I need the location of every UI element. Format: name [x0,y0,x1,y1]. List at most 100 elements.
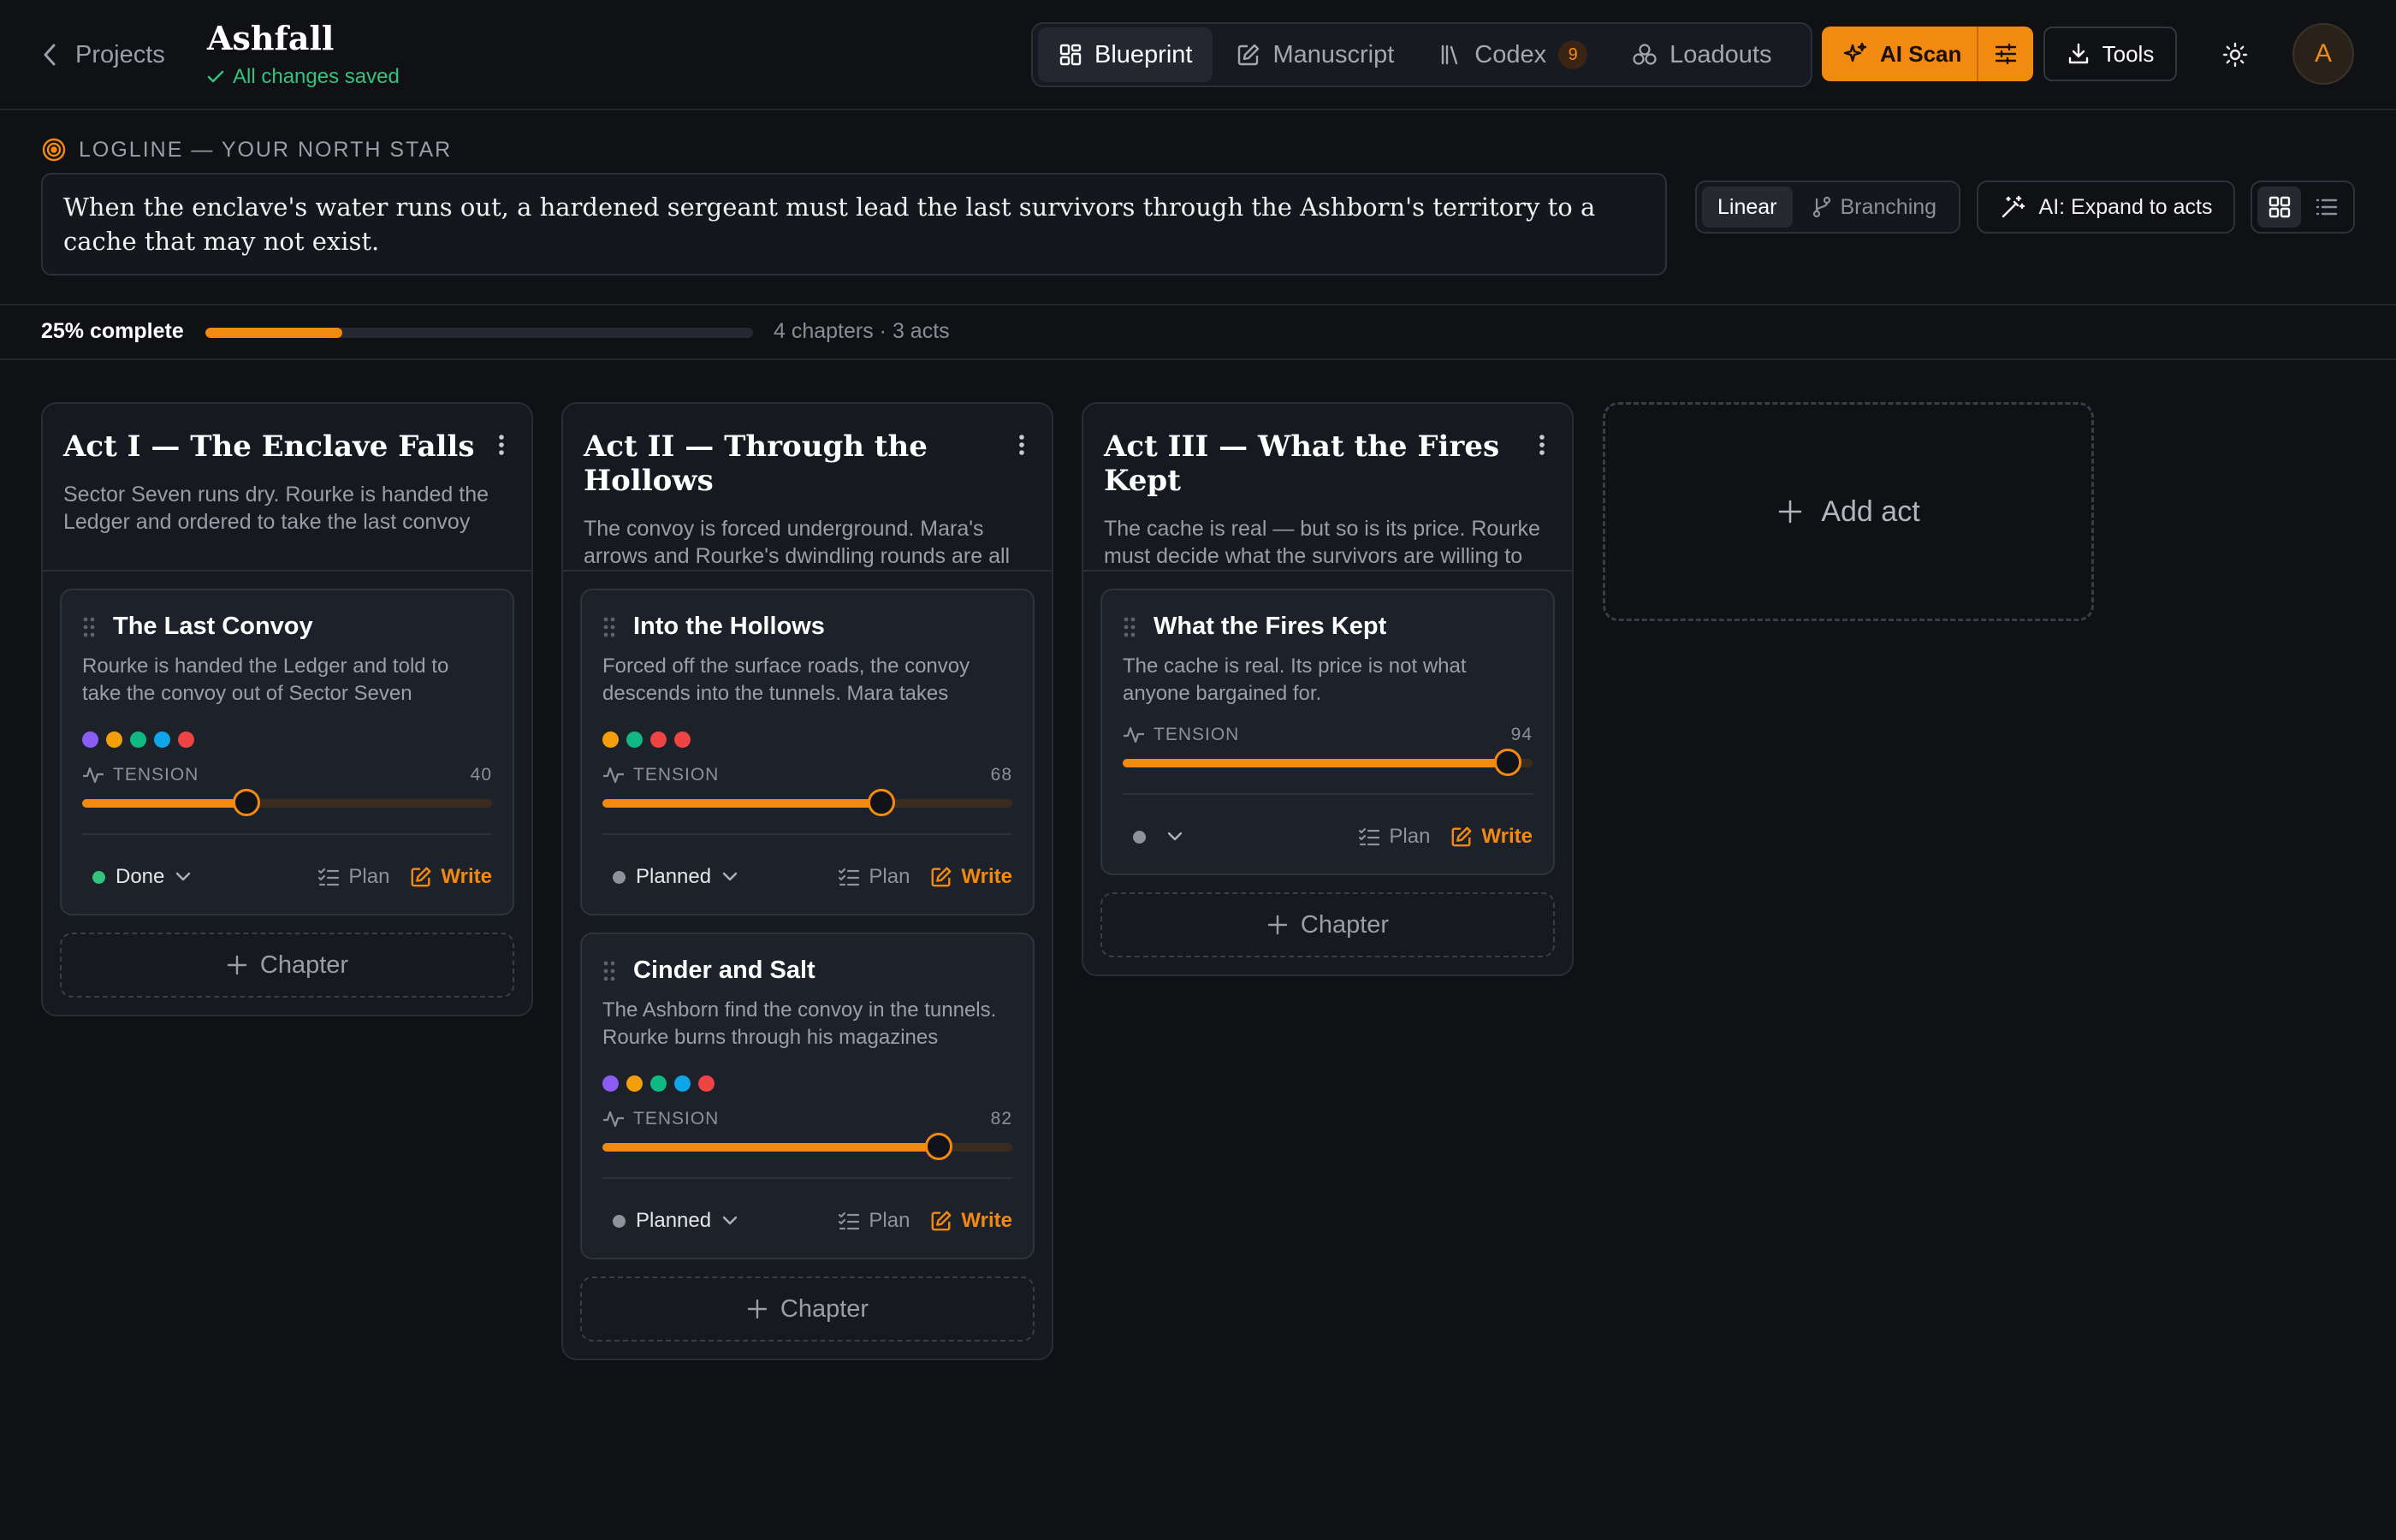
write-button[interactable]: Write [1450,825,1533,849]
character-dot[interactable] [698,1075,715,1092]
tab-manuscript[interactable]: Manuscript [1216,27,1414,82]
act-column: Act III — What the Fires Kept The cache … [1082,402,1574,976]
plan-button[interactable]: Plan [838,865,910,889]
library-icon [1438,43,1462,67]
act-menu-button[interactable] [1529,429,1555,460]
tension-slider-handle[interactable] [924,1133,952,1160]
back-to-projects-link[interactable]: Projects [43,38,165,72]
status-dropdown[interactable] [1123,819,1194,855]
tab-codex[interactable]: Codex 9 [1418,27,1608,82]
character-dot[interactable] [178,732,194,748]
target-icon [41,137,67,163]
tension-slider[interactable] [1123,749,1533,776]
status-dot [92,870,105,884]
cluster-icon [1632,43,1658,67]
chapter-card[interactable]: The Last Convoy Rourke is handed the Led… [60,589,514,915]
write-button[interactable]: Write [930,865,1012,889]
drag-handle-icon[interactable] [602,960,616,982]
logline-input[interactable]: When the enclave's water runs out, a har… [41,173,1667,275]
character-dot[interactable] [650,1075,667,1092]
chapter-header: Cinder and Salt [602,957,1012,985]
chapter-title[interactable]: What the Fires Kept [1154,613,1387,640]
progress-bar-fill [205,328,342,338]
act-title[interactable]: Act I — The Enclave Falls [63,429,475,464]
status-dot [613,870,626,884]
user-avatar[interactable]: A [2292,23,2354,85]
tension-slider[interactable] [82,789,492,816]
view-linear-option[interactable]: Linear [1702,187,1793,228]
character-dot[interactable] [650,732,667,748]
chapter-title[interactable]: The Last Convoy [113,613,313,640]
act-header: Act II — Through the Hollows The convoy … [563,404,1052,572]
chapter-title[interactable]: Cinder and Salt [633,957,815,984]
tension-slider-fill [1123,759,1509,767]
character-dot[interactable] [602,1075,619,1092]
act-description[interactable]: The convoy is forced underground. Mara's… [584,517,1011,568]
list-icon [2315,195,2339,219]
character-dot[interactable] [602,732,619,748]
tension-label-group: TENSION [602,765,719,785]
tension-slider-handle[interactable] [867,789,895,816]
act-column: Act I — The Enclave Falls Sector Seven r… [41,402,533,1016]
character-dot[interactable] [130,732,146,748]
character-dot[interactable] [106,732,122,748]
drag-handle-icon[interactable] [82,616,96,638]
plan-button[interactable]: Plan [1358,825,1430,849]
ai-scan-options-button[interactable] [1977,27,2033,81]
act-chapter-list: Into the Hollows Forced off the surface … [563,572,1052,1359]
character-dot[interactable] [82,732,98,748]
top-bar: Projects Ashfall All changes saved Bluep… [0,0,2396,110]
tension-slider-handle[interactable] [232,789,260,816]
plan-button[interactable]: Plan [317,865,389,889]
character-dot[interactable] [626,1075,643,1092]
character-dot[interactable] [674,732,691,748]
write-button[interactable]: Write [930,1209,1012,1233]
view-branching-option[interactable]: Branching [1796,187,1953,228]
tab-loadouts[interactable]: Loadouts [1611,27,1792,82]
chapter-card[interactable]: What the Fires Kept The cache is real. I… [1100,589,1555,875]
character-dot[interactable] [154,732,170,748]
tension-slider[interactable] [602,1133,1012,1160]
act-menu-button[interactable] [1009,429,1035,460]
ai-expand-to-acts-button[interactable]: AI: Expand to acts [1977,181,2235,234]
status-dropdown[interactable]: Planned [602,859,749,895]
status-dropdown[interactable]: Planned [602,1203,749,1239]
add-chapter-button[interactable]: Chapter [580,1276,1035,1342]
chapter-card[interactable]: Into the Hollows Forced off the surface … [580,589,1035,915]
chapter-description: Forced off the surface roads, the convoy… [602,654,970,705]
tab-blueprint[interactable]: Blueprint [1038,27,1213,82]
act-title[interactable]: Act II — Through the Hollows [584,429,928,498]
add-chapter-button[interactable]: Chapter [60,933,514,998]
checklist-icon [1358,826,1380,847]
tools-button[interactable]: Tools [2043,27,2177,81]
act-header: Act III — What the Fires Kept The cache … [1083,404,1572,572]
theme-toggle-button[interactable] [2217,37,2253,73]
character-dot[interactable] [674,1075,691,1092]
list-view-button[interactable] [2304,187,2348,228]
chapter-card[interactable]: Cinder and Salt The Ashborn find the con… [580,933,1035,1259]
tension-slider-handle[interactable] [1494,749,1522,776]
status-dropdown[interactable]: Done [82,859,202,895]
status-dot [613,1214,626,1228]
chevron-down-icon [175,872,192,882]
ai-scan-button[interactable]: AI Scan [1822,27,1977,81]
tension-value: 94 [1510,725,1533,744]
character-dot[interactable] [626,732,643,748]
drag-handle-icon[interactable] [602,616,616,638]
tension-label: TENSION [1154,725,1240,744]
back-link-label: Projects [75,40,165,68]
plan-button[interactable]: Plan [838,1209,910,1233]
act-menu-button[interactable] [489,429,514,460]
grid-view-button[interactable] [2257,187,2301,228]
act-description[interactable]: Sector Seven runs dry. Rourke is handed … [63,483,489,534]
chapter-title[interactable]: Into the Hollows [633,613,825,640]
drag-handle-icon[interactable] [1123,616,1136,638]
write-button[interactable]: Write [410,865,492,889]
logline-heading: LOGLINE — YOUR NORTH STAR [41,137,452,163]
chapter-description: The cache is real. Its price is not what… [1123,654,1467,705]
act-title[interactable]: Act III — What the Fires Kept [1104,429,1500,498]
act-description[interactable]: The cache is real — but so is its price.… [1104,517,1540,568]
tension-slider[interactable] [602,789,1012,816]
add-chapter-button[interactable]: Chapter [1100,892,1555,957]
add-act-button[interactable]: Add act [1603,402,2094,621]
